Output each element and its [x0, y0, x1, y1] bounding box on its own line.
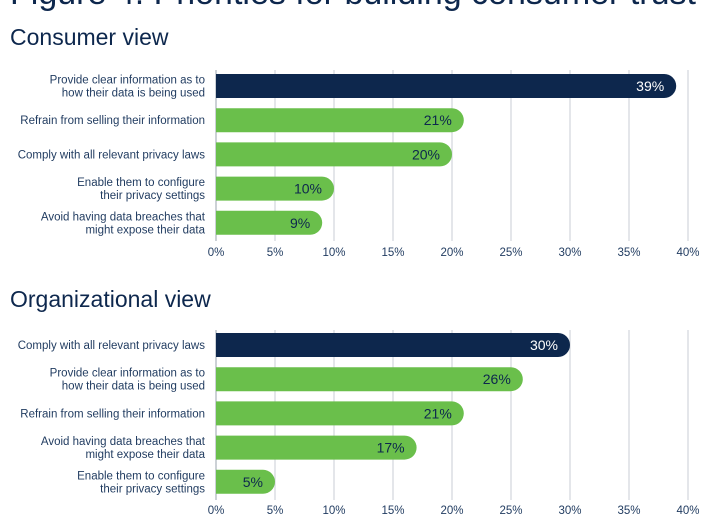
consumer-value-label: 10% [294, 181, 322, 197]
organizational-x-tick-label: 0% [208, 505, 225, 517]
organizational-value-label: 30% [530, 337, 558, 353]
organizational-category-label: Refrain from selling their information [20, 408, 205, 420]
consumer-x-tick-label: 25% [499, 247, 522, 259]
page-heading-fragment: Figure 4. Priorities for building consum… [0, 0, 716, 14]
consumer-value-label: 20% [412, 146, 440, 162]
consumer-x-tick-label: 5% [267, 247, 284, 259]
organizational-category-label: Provide clear information as to how their… [50, 368, 205, 393]
consumer-x-tick-label: 10% [322, 247, 345, 259]
organizational-bar [216, 401, 464, 426]
consumer-view-title: Consumer view [10, 24, 169, 50]
organizational-value-label: 17% [377, 440, 405, 456]
consumer-value-label: 21% [424, 112, 452, 128]
consumer-category-label: Refrain from selling their information [20, 115, 205, 127]
consumer-category-label: Avoid having data breaches that might exp… [41, 211, 206, 236]
consumer-x-tick-label: 35% [617, 247, 640, 259]
consumer-category-label: Comply with all relevant privacy laws [18, 149, 206, 161]
organizational-x-tick-label: 40% [676, 505, 699, 517]
consumer-value-label: 39% [636, 78, 664, 94]
consumer-x-tick-label: 40% [676, 247, 699, 259]
organizational-x-tick-label: 20% [440, 505, 463, 517]
consumer-x-tick-label: 30% [558, 247, 581, 259]
organizational-x-tick-label: 5% [267, 505, 284, 517]
organizational-value-label: 5% [243, 474, 263, 490]
organizational-x-tick-label: 30% [558, 505, 581, 517]
consumer-category-label: Enable them to configure their privacy se… [77, 177, 205, 202]
consumer-x-tick-label: 20% [440, 247, 463, 259]
organizational-bar [216, 367, 523, 392]
organizational-bar [216, 435, 417, 460]
organizational-category-label: Enable them to configure their privacy se… [77, 470, 205, 495]
consumer-category-label: Provide clear information as to how their… [50, 75, 205, 100]
consumer-value-label: 9% [290, 215, 310, 231]
organizational-bar [216, 469, 275, 494]
organizational-value-label: 26% [483, 371, 511, 387]
consumer-x-tick-label: 0% [208, 247, 225, 259]
consumer-bar [216, 108, 464, 133]
organizational-x-tick-label: 25% [499, 505, 522, 517]
consumer-x-tick-label: 15% [381, 247, 404, 259]
page-heading-text: Figure 4. Priorities for building consum… [10, 0, 696, 13]
consumer-bar [216, 210, 323, 235]
organizational-category-label: Comply with all relevant privacy laws [18, 340, 206, 352]
organizational-category-label: Avoid having data breaches that might exp… [41, 436, 206, 461]
organizational-bar [216, 333, 570, 357]
organizational-view-title: Organizational view [10, 286, 211, 312]
organizational-x-tick-label: 35% [617, 505, 640, 517]
consumer-bar [216, 176, 334, 201]
organizational-x-tick-label: 15% [381, 505, 404, 517]
organizational-value-label: 21% [424, 405, 452, 421]
consumer-bar [216, 142, 452, 167]
consumer-bar [216, 74, 677, 98]
organizational-x-tick-label: 10% [322, 505, 345, 517]
